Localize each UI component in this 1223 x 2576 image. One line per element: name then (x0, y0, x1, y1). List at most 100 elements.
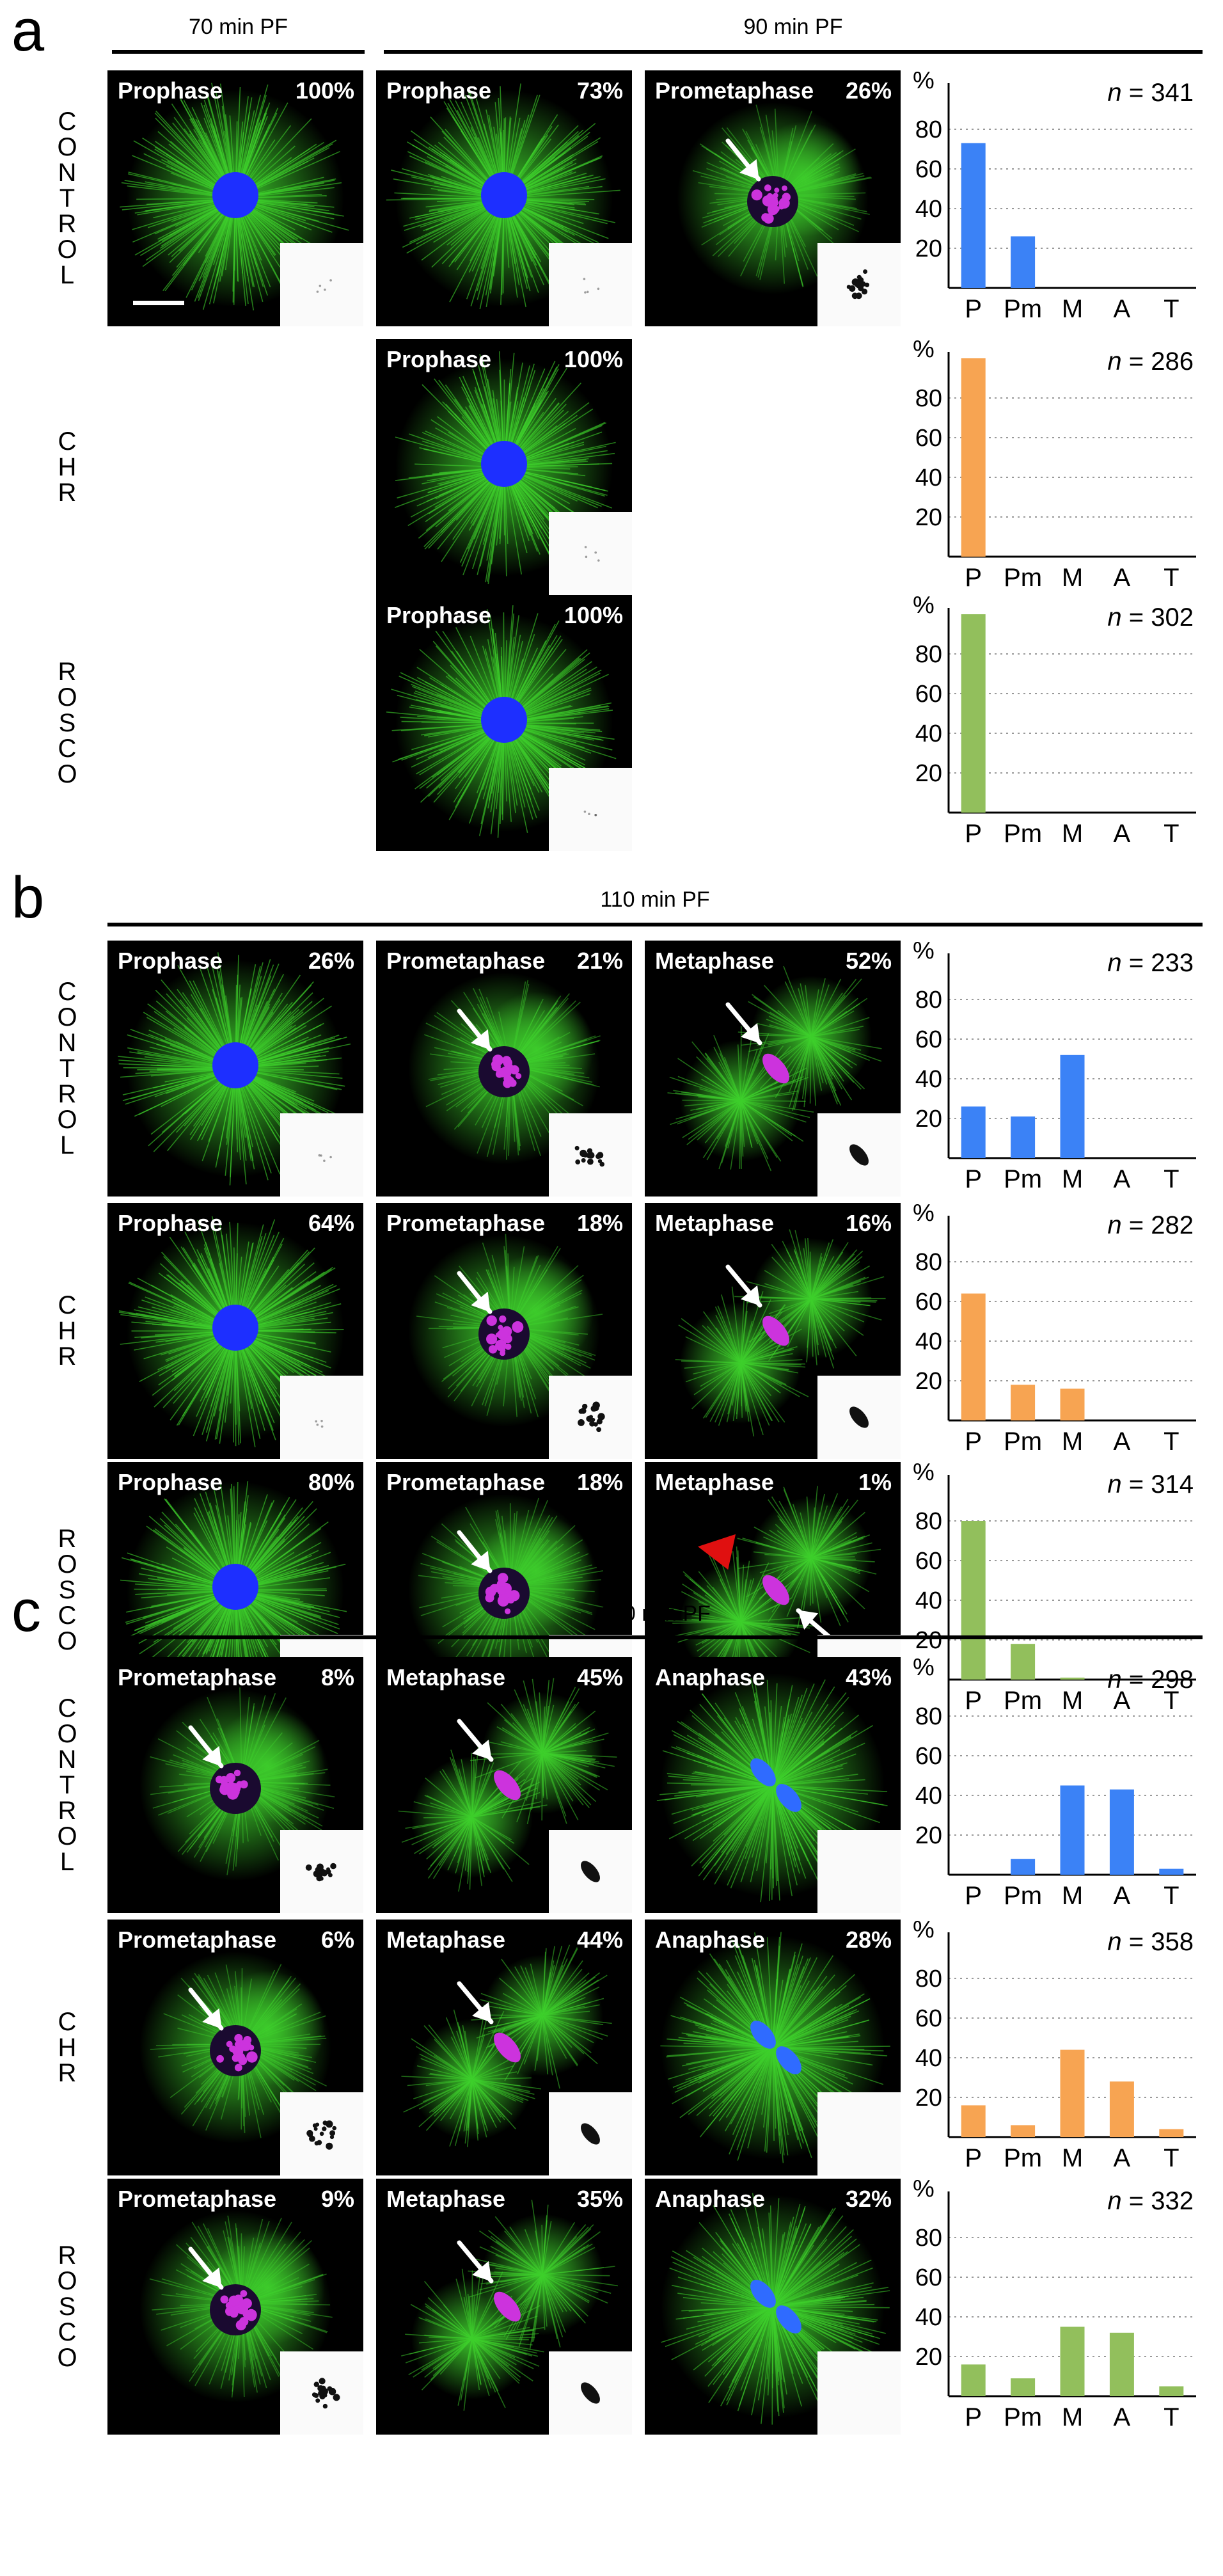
dna-inset (549, 1113, 632, 1197)
n-count-label: n = 286 (1107, 347, 1194, 376)
x-tick-label: P (965, 820, 982, 848)
bar-Pm (1011, 1116, 1036, 1158)
scale-bar (133, 301, 184, 305)
panel-letter: c (12, 1578, 41, 1644)
dna-inset (280, 243, 363, 326)
stage-label: Prometaphase (118, 2186, 277, 2212)
stage-label: Prophase (118, 948, 223, 974)
stage-label: Prophase (118, 77, 223, 104)
stage-percent: 16% (845, 1210, 892, 1236)
n-count-label: n = 282 (1107, 1211, 1194, 1239)
time-header: 110 min PF (600, 887, 710, 912)
y-tick-label: 20 (915, 1822, 942, 1849)
dna-inset (549, 2351, 632, 2435)
stage-percent: 21% (576, 948, 623, 974)
stage-label: Metaphase (655, 1469, 775, 1495)
dna-inset (549, 2092, 632, 2175)
micrograph-tile: Prometaphase 8% (107, 1657, 363, 1913)
stage-percent: 100% (295, 77, 354, 104)
bar-P (961, 143, 986, 288)
stage-percent: 35% (576, 2186, 623, 2212)
bar-A (1109, 1789, 1134, 1875)
y-tick-label: 60 (915, 156, 942, 183)
y-axis-label: % (913, 1462, 935, 1486)
x-tick-label: Pm (1004, 1687, 1042, 1715)
stage-percent: 6% (320, 1927, 354, 1953)
stage-percent: 100% (564, 602, 623, 628)
bar-P (961, 1106, 986, 1158)
row-label: CONTROLCONTROL (57, 107, 77, 289)
stage-percent: 1% (858, 1469, 892, 1495)
bar-Pm (1011, 236, 1036, 288)
dna-inset (549, 512, 632, 595)
cell-image (667, 966, 882, 1172)
x-tick-label: M (1062, 1165, 1083, 1193)
time-header: 130 min PF (599, 1602, 711, 1626)
x-tick-label: T (1164, 564, 1179, 592)
y-tick-label: 80 (915, 385, 942, 412)
stage-percent: 18% (576, 1210, 623, 1236)
y-tick-label: 40 (915, 196, 942, 223)
y-tick-label: 40 (915, 1328, 942, 1355)
micrograph-tile: Prometaphase 26% (645, 70, 901, 326)
x-tick-label: P (965, 1882, 982, 1910)
stage-percent: 52% (845, 948, 892, 974)
y-tick-label: 40 (915, 1783, 942, 1809)
bar-T (1159, 1868, 1184, 1875)
x-tick-label: M (1062, 1687, 1083, 1715)
row-label: ROSCOROSCO (57, 1525, 77, 1655)
x-tick-label: T (1164, 295, 1179, 323)
y-tick-label: 20 (915, 2085, 942, 2111)
stage-label: Metaphase (655, 1210, 775, 1236)
cell-image (401, 1944, 612, 2147)
bar-M (1060, 1677, 1085, 1680)
dna-inset (280, 1376, 363, 1459)
y-tick-label: 40 (915, 465, 942, 491)
n-count-label: n = 341 (1107, 79, 1194, 107)
y-tick-label: 20 (915, 760, 942, 787)
n-count-label: n = 314 (1107, 1470, 1194, 1499)
x-tick-label: M (1062, 820, 1083, 848)
y-axis-label: % (913, 339, 935, 363)
x-tick-label: M (1062, 295, 1083, 323)
y-tick-label: 40 (915, 1066, 942, 1093)
bar-Pm (1011, 1385, 1036, 1420)
micrograph-tile: Prometaphase 21% (376, 941, 632, 1197)
micrograph-tile: Prometaphase 6% (107, 1920, 363, 2175)
bar-Pm (1011, 1644, 1036, 1680)
x-tick-label: T (1164, 1687, 1179, 1715)
y-tick-label: 40 (915, 2304, 942, 2331)
row-label: CONTROLCONTROL (57, 1694, 77, 1876)
x-tick-label: A (1114, 1687, 1131, 1715)
x-tick-label: T (1164, 1165, 1179, 1193)
n-count-label: n = 233 (1107, 949, 1194, 977)
x-tick-label: P (965, 1427, 982, 1456)
y-tick-label: 60 (915, 1743, 942, 1770)
dna-inset (280, 2092, 363, 2175)
stage-percent: 9% (320, 2186, 354, 2212)
y-tick-label: 40 (915, 720, 942, 747)
dna-inset (817, 1113, 901, 1197)
n-count-label: n = 298 (1107, 1666, 1194, 1694)
micrograph-tile: Prophase 80% (107, 1462, 363, 1718)
cell-image (118, 952, 351, 1186)
dna-inset (280, 1830, 363, 1913)
panel-letter: a (12, 0, 45, 63)
micrograph-tile: Prophase 26% (107, 941, 363, 1197)
row-label: CHRCHR (58, 427, 77, 507)
stage-label: Prometaphase (386, 1469, 546, 1495)
micrograph-tile: Metaphase 52% (645, 941, 901, 1197)
stage-label: Prometaphase (655, 77, 814, 104)
stage-label: Prophase (118, 1469, 223, 1495)
stage-percent: 80% (308, 1469, 354, 1495)
y-axis-label: % (913, 1203, 935, 1227)
cell-image (120, 83, 349, 311)
y-tick-label: 40 (915, 1587, 942, 1614)
cell-image (675, 1229, 886, 1436)
stage-label: Metaphase (655, 948, 775, 974)
stage-percent: 26% (845, 77, 892, 104)
